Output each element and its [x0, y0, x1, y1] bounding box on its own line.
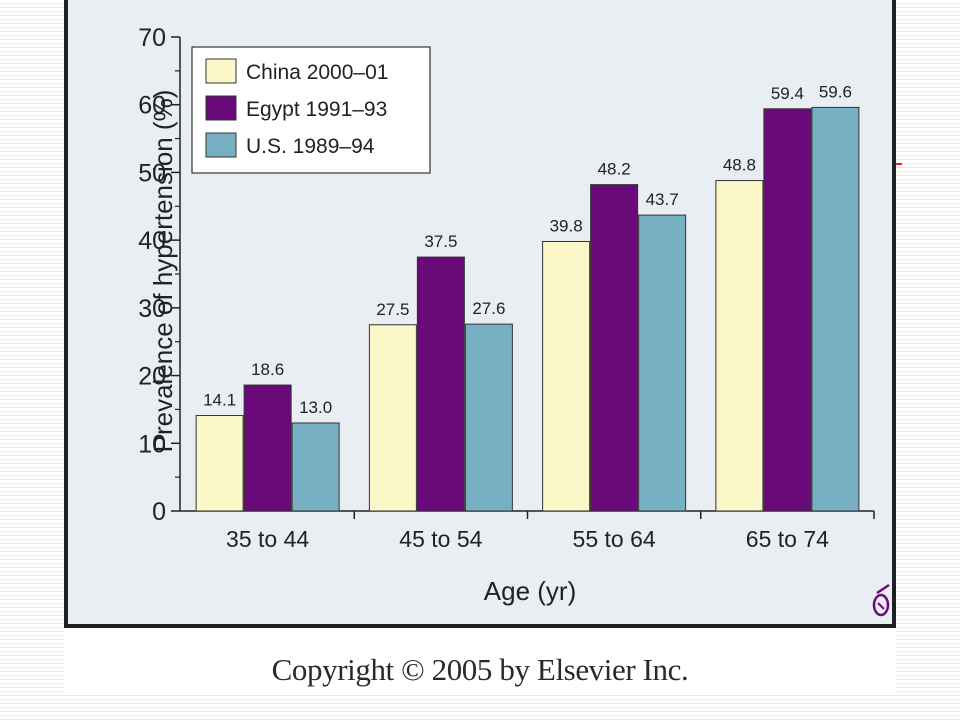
labels-layer: 0 10 20 30 40 50 60 70 14.1 18.6 13.0 35 to 44 27.5 3… [138, 24, 852, 552]
bar [291, 422, 340, 512]
data-label: 59.4 [771, 84, 804, 103]
data-label: 48.8 [723, 156, 756, 175]
legend-label: Egypt 1991–93 [246, 98, 387, 121]
bars-layer [195, 106, 860, 512]
bar [811, 106, 860, 512]
bar [464, 323, 513, 512]
data-label: 39.8 [550, 216, 583, 235]
y-tick-label: 50 [138, 159, 166, 187]
data-label: 43.7 [646, 190, 679, 209]
x-tick-label: 35 to 44 [226, 526, 309, 552]
data-label: 13.0 [299, 398, 332, 417]
data-label: 27.5 [376, 300, 409, 319]
legend: China 2000–01 Egypt 1991–93 U.S. 1989–94 [191, 46, 431, 174]
bar [763, 108, 812, 512]
y-tick-label: 30 [138, 295, 166, 323]
legend-swatch [205, 95, 237, 121]
data-label: 48.2 [598, 160, 631, 179]
bar-chart: 0 10 20 30 40 50 60 70 14.1 18.6 13.0 35 to 44 27.5 3… [138, 24, 890, 617]
data-label: 27.6 [472, 299, 505, 318]
copyright-band [64, 628, 896, 694]
bar [416, 256, 465, 512]
x-tick-label: 55 to 64 [573, 526, 656, 552]
bar [638, 214, 687, 512]
bar [715, 180, 764, 512]
x-tick-label: 65 to 74 [746, 526, 829, 552]
x-axis-title: Age (yr) [484, 576, 576, 606]
slide-accent-mark [896, 163, 902, 165]
bar [243, 384, 292, 512]
legend-label: China 2000–01 [246, 61, 388, 84]
bar [590, 184, 639, 512]
bar [368, 324, 417, 512]
y-tick-label: 60 [138, 92, 166, 120]
y-tick-label: 70 [138, 24, 166, 52]
publisher-logo-icon [872, 583, 890, 617]
data-label: 37.5 [424, 232, 457, 251]
data-label: 18.6 [251, 360, 284, 379]
y-tick-label: 20 [138, 363, 166, 391]
copyright-text: Copyright © 2005 by Elsevier Inc. [271, 652, 689, 687]
y-tick-label: 40 [138, 227, 166, 255]
data-label: 59.6 [819, 82, 852, 101]
y-tick-label: 10 [138, 430, 166, 458]
bar [542, 240, 591, 512]
y-axis-title: Prevalence of hypertension (%) [148, 90, 178, 453]
legend-swatch [205, 132, 237, 158]
legend-label: U.S. 1989–94 [246, 135, 375, 158]
legend-swatch [205, 58, 237, 84]
y-tick-label: 0 [152, 498, 166, 526]
bar [195, 415, 244, 512]
x-tick-label: 45 to 54 [399, 526, 482, 552]
data-label: 14.1 [203, 391, 236, 410]
